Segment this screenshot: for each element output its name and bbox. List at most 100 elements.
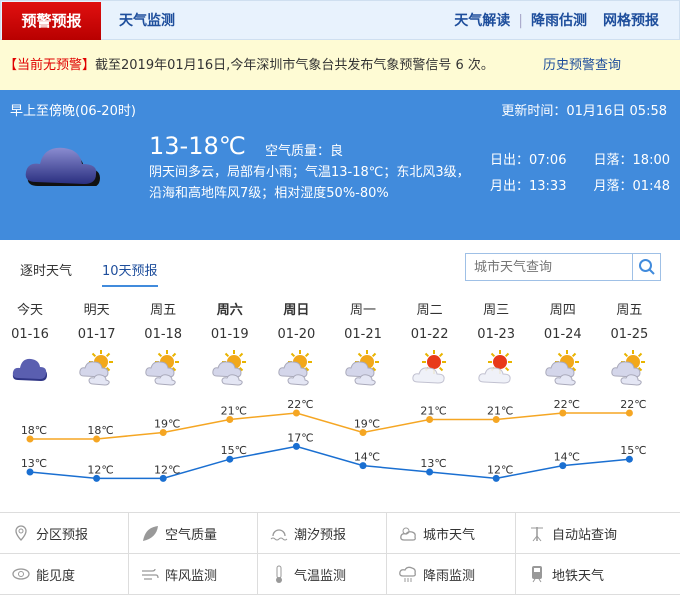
low-temp-label: 14℃	[554, 451, 580, 464]
high-temp-label: 19℃	[354, 418, 380, 431]
link-weather-analysis[interactable]: 天气解读	[454, 13, 511, 29]
thermometer-icon	[276, 565, 282, 583]
weekday: 周六	[216, 303, 243, 318]
city-search	[465, 253, 661, 281]
service-sun-cloud[interactable]: 城市天气	[387, 513, 516, 554]
low-temp-point	[226, 455, 234, 463]
sunset: 日落：18:00	[593, 153, 670, 168]
service-leaf[interactable]: 空气质量	[129, 513, 258, 554]
high-temp-point	[559, 409, 567, 417]
partly-cloudy-icon	[145, 350, 181, 386]
date: 01-17	[77, 327, 116, 342]
service-label: 潮汐预报	[294, 527, 347, 543]
low-temp-point	[359, 462, 367, 470]
low-temp-label: 12℃	[487, 463, 513, 476]
high-temp-point	[492, 416, 500, 423]
low-temp-label: 13℃	[21, 457, 47, 470]
low-temp-point	[559, 462, 567, 470]
low-temp-point	[159, 474, 167, 482]
low-temp-label: 12℃	[154, 463, 180, 476]
date: 01-19	[210, 327, 249, 342]
high-temp-label: 19℃	[154, 418, 180, 431]
service-weather-station[interactable]: 自动站查询	[516, 513, 680, 554]
high-temp-point	[159, 429, 167, 436]
sunny-cloudy-icon	[478, 350, 514, 386]
high-temp-point	[226, 416, 234, 423]
alert-status: 【当前无预警】	[4, 58, 96, 73]
today-panel: 早上至傍晚(06-20时) 更新时间：01月16日 05:58 13-18℃ 空…	[0, 90, 680, 240]
date: 01-25	[610, 327, 649, 342]
history-warning-link[interactable]: 历史预警查询	[543, 58, 622, 73]
high-temp-point	[93, 435, 101, 443]
weekday: 周二	[416, 303, 443, 318]
tab-10day[interactable]: 10天预报	[102, 260, 158, 287]
date: 01-16	[11, 327, 49, 342]
temperature-chart: 18℃ 18℃ 19℃ 21℃ 22℃ 19℃ 21℃ 21℃ 22℃ 22℃ 13℃ 12℃ 12℃ 1…	[21, 398, 647, 482]
service-subway[interactable]: 地铁天气	[516, 554, 680, 595]
weekday: 周五	[150, 303, 177, 318]
service-label: 空气质量	[165, 527, 218, 543]
high-temp-label: 22℃	[554, 398, 580, 411]
service-eye[interactable]: 能见度	[0, 554, 129, 595]
low-temp-point	[625, 455, 633, 463]
city-search-input[interactable]	[466, 254, 631, 280]
low-temp-point	[492, 474, 500, 482]
alert-bar: 【当前无预警】截至2019年01月16日,今年深圳市气象台共发布气象预警信号 6…	[0, 40, 680, 90]
top-nav: 预警预报 天气监测 天气解读 | 降雨估测 网格预报	[0, 0, 680, 40]
low-temp-label: 12℃	[87, 463, 113, 476]
high-temp-label: 21℃	[420, 405, 446, 418]
date: 01-21	[344, 327, 382, 342]
leaf-icon	[143, 526, 158, 541]
air-quality: 空气质量：良	[265, 144, 344, 159]
low-temp-label: 14℃	[354, 451, 380, 464]
link-grid-forecast[interactable]: 网格预报	[603, 13, 659, 29]
service-rain-cloud[interactable]: 降雨监测	[387, 554, 516, 595]
weather-station-icon	[531, 527, 543, 542]
low-temp-line	[29, 445, 630, 480]
moonrise: 月出：13:33	[490, 179, 567, 194]
weekday: 周三	[483, 303, 510, 318]
service-map-pin[interactable]: 分区预报	[0, 513, 129, 554]
service-thermometer[interactable]: 气温监测	[258, 554, 387, 595]
tab-hourly[interactable]: 逐时天气	[20, 264, 73, 279]
alert-text: 截至2019年01月16日,今年深圳市气象台共发布气象预警信号 6 次。	[95, 58, 494, 73]
cloudy-icon	[12, 350, 48, 386]
sunrise: 日出：07:06	[490, 153, 567, 168]
sunny-cloudy-icon	[411, 350, 448, 386]
service-label: 城市天气	[423, 527, 476, 543]
low-temp-label: 17℃	[287, 431, 313, 444]
service-wind[interactable]: 阵风监测	[129, 554, 258, 595]
partly-cloudy-icon	[78, 350, 115, 386]
tab-warning-forecast[interactable]: 预警预报	[2, 2, 101, 40]
high-temp-label: 21℃	[221, 405, 247, 418]
update-time: 更新时间：01月16日 05:58	[501, 104, 667, 119]
service-label: 自动站查询	[552, 527, 618, 543]
partly-cloudy-icon	[278, 350, 314, 386]
services-grid: 分区预报 空气质量 潮汐预报 城市天气 自动站查询能见度 阵风监测 气温监测 降雨监测 地铁天气	[0, 512, 680, 596]
low-temp-label: 15℃	[620, 444, 646, 457]
high-temp-line	[30, 412, 630, 440]
partly-cloudy-icon	[545, 350, 581, 386]
service-label: 能见度	[36, 568, 76, 584]
link-rain-estimate[interactable]: 降雨估测	[531, 13, 587, 29]
service-tide[interactable]: 潮汐预报	[258, 513, 387, 554]
cloudy-icon	[25, 147, 100, 186]
partly-cloudy-icon	[212, 350, 248, 386]
weekday: 明天	[83, 303, 110, 318]
service-label: 分区预报	[36, 527, 89, 543]
partly-cloudy-icon	[345, 350, 381, 386]
high-temp-point	[625, 409, 633, 417]
search-button[interactable]	[632, 254, 660, 280]
temperature-range: 13-18℃	[149, 132, 246, 160]
tab-weather-monitoring[interactable]: 天气监测	[119, 13, 175, 29]
weekday: 周一	[349, 303, 376, 318]
service-label: 降雨监测	[423, 568, 476, 584]
subway-icon	[532, 566, 542, 583]
wind-icon	[142, 568, 159, 580]
high-temp-point	[426, 416, 434, 423]
weekday: 今天	[16, 303, 43, 318]
high-temp-label: 18℃	[21, 424, 47, 437]
low-temp-point	[292, 442, 300, 450]
map-pin-icon	[15, 525, 27, 541]
date: 01-22	[410, 327, 449, 342]
